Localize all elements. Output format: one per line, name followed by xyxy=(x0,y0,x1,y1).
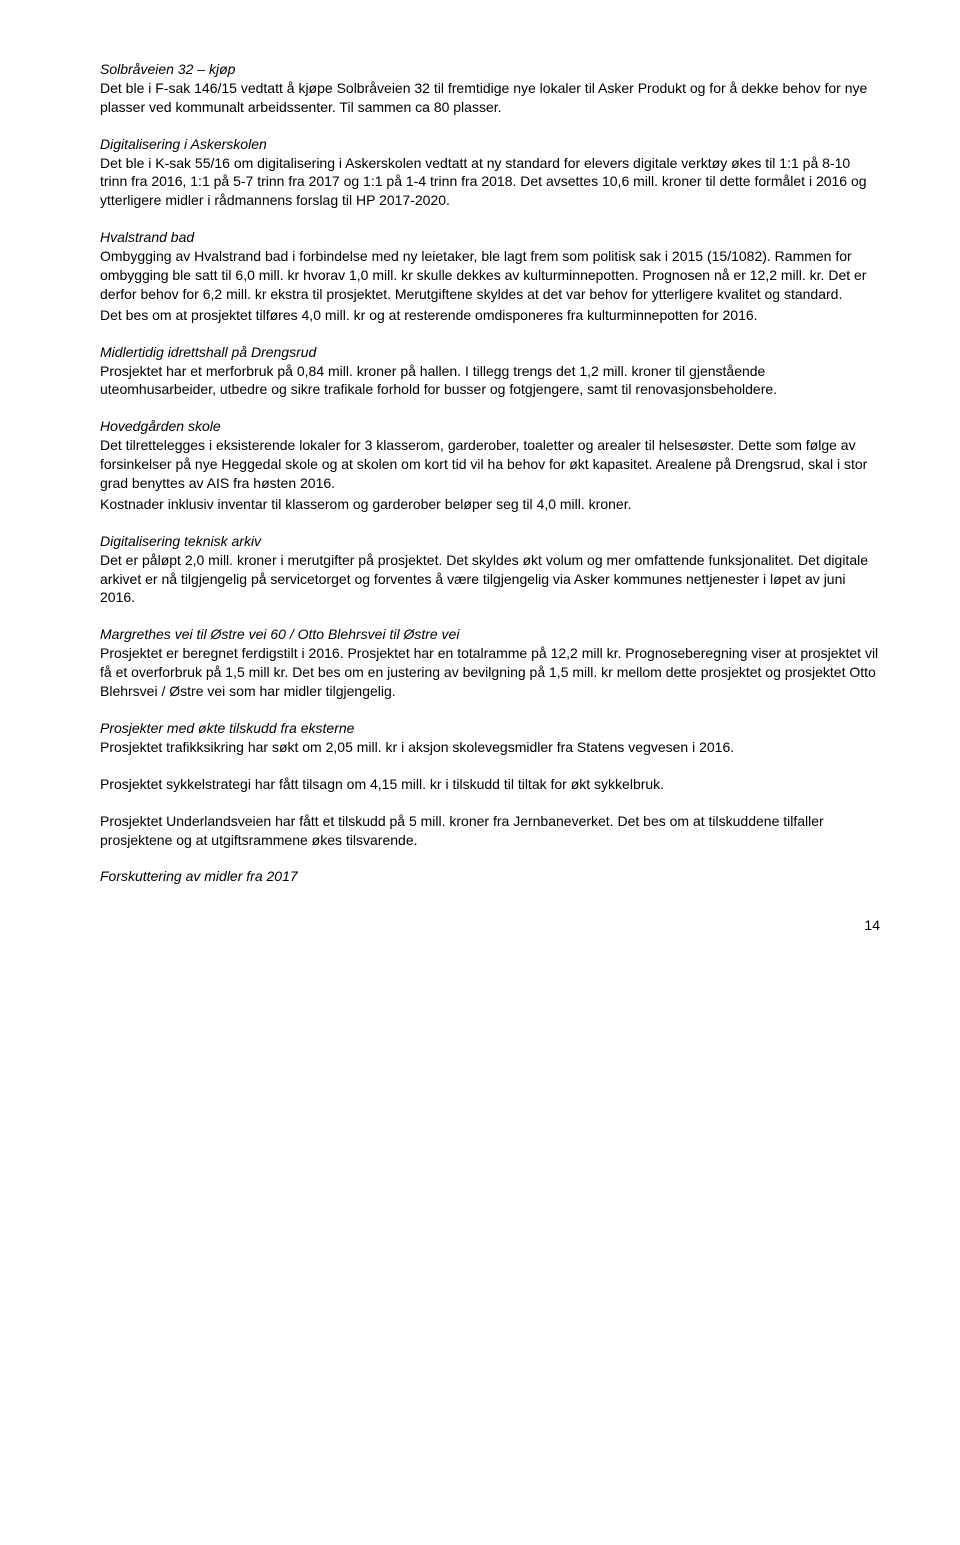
section-body: Prosjektet har et merforbruk på 0,84 mil… xyxy=(100,362,880,400)
section-underlandsveien: Prosjektet Underlandsveien har fått et t… xyxy=(100,812,880,850)
section-heading: Margrethes vei til Østre vei 60 / Otto B… xyxy=(100,625,880,644)
document-page: Solbråveien 32 – kjøp Det ble i F-sak 14… xyxy=(0,0,960,975)
section-body: Det ble i F-sak 146/15 vedtatt å kjøpe S… xyxy=(100,79,880,117)
section-heading: Hovedgården skole xyxy=(100,417,880,436)
section-sykkelstrategi: Prosjektet sykkelstrategi har fått tilsa… xyxy=(100,775,880,794)
section-heading: Prosjekter med økte tilskudd fra ekstern… xyxy=(100,719,880,738)
section-body-2: Det bes om at prosjektet tilføres 4,0 mi… xyxy=(100,306,880,325)
page-number: 14 xyxy=(100,916,880,935)
section-margrethes-vei: Margrethes vei til Østre vei 60 / Otto B… xyxy=(100,625,880,701)
section-digitalisering-teknisk: Digitalisering teknisk arkiv Det er pålø… xyxy=(100,532,880,608)
section-body: Prosjektet sykkelstrategi har fått tilsa… xyxy=(100,775,880,794)
section-heading: Midlertidig idrettshall på Drengsrud xyxy=(100,343,880,362)
section-digitalisering-askerskolen: Digitalisering i Askerskolen Det ble i K… xyxy=(100,135,880,211)
section-prosjekter-tilskudd: Prosjekter med økte tilskudd fra ekstern… xyxy=(100,719,880,757)
section-forskuttering: Forskuttering av midler fra 2017 xyxy=(100,867,880,886)
section-solbraveien: Solbråveien 32 – kjøp Det ble i F-sak 14… xyxy=(100,60,880,117)
section-heading: Digitalisering i Askerskolen xyxy=(100,135,880,154)
section-body-2: Kostnader inklusiv inventar til klassero… xyxy=(100,495,880,514)
section-heading: Digitalisering teknisk arkiv xyxy=(100,532,880,551)
section-body: Prosjektet trafikksikring har søkt om 2,… xyxy=(100,738,880,757)
section-hovedgarden-skole: Hovedgården skole Det tilrettelegges i e… xyxy=(100,417,880,513)
section-body: Ombygging av Hvalstrand bad i forbindels… xyxy=(100,247,880,304)
section-body: Det tilrettelegges i eksisterende lokale… xyxy=(100,436,880,493)
section-hvalstrand-bad: Hvalstrand bad Ombygging av Hvalstrand b… xyxy=(100,228,880,324)
section-body: Prosjektet Underlandsveien har fått et t… xyxy=(100,812,880,850)
section-heading: Hvalstrand bad xyxy=(100,228,880,247)
section-body: Det er påløpt 2,0 mill. kroner i merutgi… xyxy=(100,551,880,608)
section-idrettshall-drengsrud: Midlertidig idrettshall på Drengsrud Pro… xyxy=(100,343,880,400)
section-body: Det ble i K-sak 55/16 om digitalisering … xyxy=(100,154,880,211)
section-heading: Forskuttering av midler fra 2017 xyxy=(100,867,880,886)
section-heading: Solbråveien 32 – kjøp xyxy=(100,60,880,79)
section-body: Prosjektet er beregnet ferdigstilt i 201… xyxy=(100,644,880,701)
